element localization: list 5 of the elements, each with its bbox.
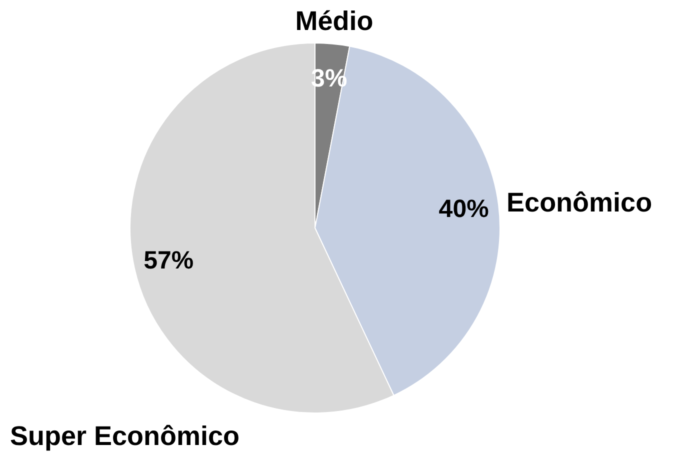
data-label: 40%	[438, 195, 489, 224]
data-label: 57%	[144, 246, 194, 275]
slice-label: Econômico	[506, 188, 652, 218]
slice-label: Super Econômico	[10, 421, 240, 451]
slice-label: Médio	[295, 6, 374, 36]
